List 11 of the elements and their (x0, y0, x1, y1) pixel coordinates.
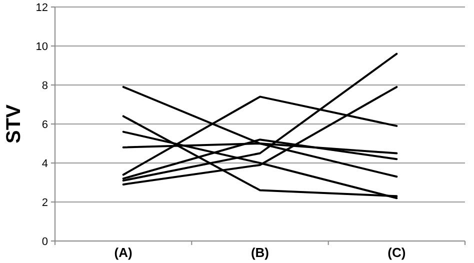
x-tick-label: (A) (114, 245, 132, 260)
y-tick-label: 10 (36, 40, 48, 53)
y-tick-label: 8 (42, 80, 48, 92)
y-axis-title: STV (3, 104, 25, 144)
x-tick-label: (B) (250, 245, 270, 260)
x-tick-label: (C) (388, 245, 406, 260)
y-tick-label: 4 (42, 158, 48, 170)
y-tick-label: 6 (42, 118, 48, 131)
y-tick-label: 0 (42, 236, 48, 248)
y-tick-label: 12 (36, 2, 48, 14)
y-tick-label: 2 (42, 196, 48, 209)
